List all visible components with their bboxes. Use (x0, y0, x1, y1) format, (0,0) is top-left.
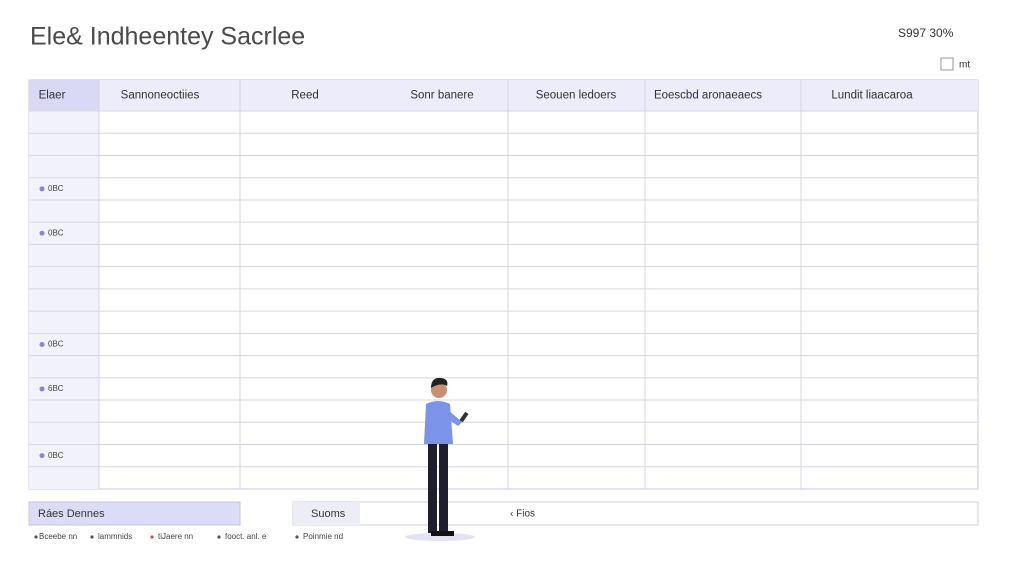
legend-item: fooct. anl. e (225, 532, 267, 541)
row-label: 0BC (48, 228, 64, 237)
button-label: Ráes Dennes (38, 508, 105, 520)
legend-item: tiJaere nn (158, 532, 193, 541)
legend-icon (150, 535, 154, 539)
first-column-bg (29, 111, 99, 489)
button[interactable] (28, 501, 241, 526)
checkbox-label: mt (959, 60, 970, 71)
legend-icon (90, 535, 94, 539)
legend-icon (217, 535, 221, 539)
table-header-bg (29, 80, 978, 111)
column-header: Seouen ledoers (536, 90, 617, 102)
row-marker (39, 186, 45, 192)
row-marker (39, 453, 45, 459)
checkbox[interactable] (940, 57, 954, 71)
legend-item: Poinmie nd (303, 532, 343, 541)
row-label: 6BC (48, 384, 64, 393)
row-label: 0BC (48, 340, 64, 349)
table: 0BC 0BC 0BC 6BC 0BC Elaer Sannoneoctiies Reed So… (28, 79, 979, 490)
column-header: Lundit liaacaroa (831, 90, 913, 102)
column-header: Elaer (39, 90, 66, 102)
legend-item: Bceebe nn (39, 532, 77, 541)
column-header: Reed (291, 90, 319, 102)
row-marker (39, 341, 45, 347)
page-title: Ele& Indheentey Sacrlee (30, 23, 305, 51)
header-first-cell (29, 80, 99, 111)
search-label: Suoms (311, 508, 346, 520)
status: S997 30% (898, 26, 954, 40)
row-marker (39, 386, 45, 392)
search-text: ‹ Fios (510, 509, 535, 520)
column-header: Sonr banere (410, 90, 473, 102)
row-marker (39, 230, 45, 236)
row-label: 0BC (48, 451, 64, 460)
row-label: 0BC (48, 184, 64, 193)
search-bar[interactable] (292, 501, 979, 526)
legend-icon (295, 535, 299, 539)
table-frame (28, 79, 979, 490)
search-label-bg (293, 502, 360, 525)
legend-item: lammnids (98, 532, 132, 541)
person-illustration (405, 377, 475, 541)
column-header: Eoescbd aronaeaecs (654, 90, 762, 102)
column-header: Sannoneoctiies (121, 90, 200, 102)
legend-icon (34, 535, 38, 539)
